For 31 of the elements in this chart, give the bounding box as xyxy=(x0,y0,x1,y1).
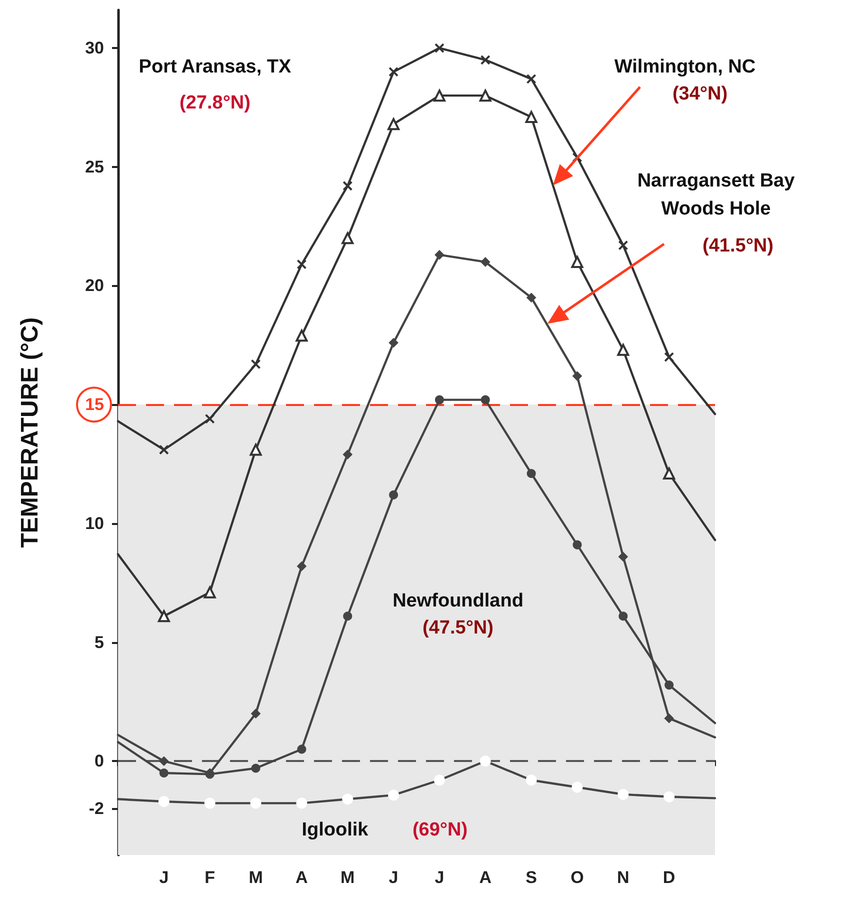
x-tick-label: M xyxy=(340,868,355,887)
y-tick-label: 10 xyxy=(85,514,104,533)
x-tick-label: M xyxy=(248,868,263,887)
annotation: Port Aransas, TX xyxy=(138,56,292,78)
x-tick-label: F xyxy=(204,868,216,887)
x-tick-label: J xyxy=(388,868,398,887)
x-tick-label: A xyxy=(479,868,492,887)
y-tick-label: 25 xyxy=(85,157,104,176)
annotation: Narragansett Bay Woods Hole xyxy=(637,170,796,220)
y-tick-label: -2 xyxy=(88,799,104,818)
x-tick-label: J xyxy=(159,868,169,887)
x-tick-label: S xyxy=(526,868,537,887)
x-tick-label: O xyxy=(570,868,584,887)
annotation: (47.5°N) xyxy=(422,618,494,638)
annotation: (69°N) xyxy=(412,820,468,840)
y-tick-label: 20 xyxy=(85,276,104,296)
y-tick-label: 30 xyxy=(85,38,104,58)
x-tick-label: N xyxy=(617,868,630,887)
y-tick-label: 0 xyxy=(94,752,104,771)
annotation: (27.8°N) xyxy=(180,92,250,114)
annotation: (41.5°N) xyxy=(702,236,774,256)
x-tick-label: J xyxy=(434,868,444,887)
y-tick-label: 5 xyxy=(94,632,104,652)
annotation: Newfoundland xyxy=(392,590,524,612)
x-tick-label: A xyxy=(296,868,308,887)
annotation: Wilmington, NC xyxy=(614,56,756,78)
annotation: Igloolik xyxy=(302,820,369,840)
y-tick-label: 15 xyxy=(85,395,104,414)
y-axis-title: TEMPERATURE (°C) xyxy=(16,317,44,548)
x-tick-label: D xyxy=(662,868,676,887)
annotation: (34°N) xyxy=(672,84,728,104)
